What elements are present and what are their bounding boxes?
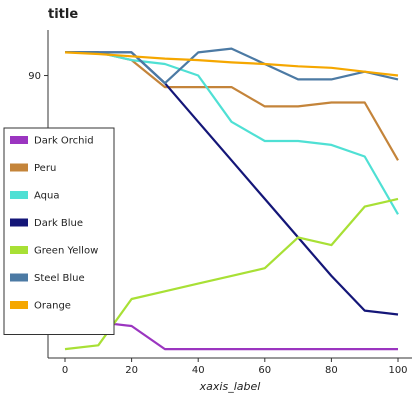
series-line-aqua bbox=[65, 51, 399, 215]
series-line-steel-blue bbox=[65, 47, 399, 85]
legend-label-orange: Orange bbox=[34, 301, 71, 312]
legend-swatch-dark-orchid bbox=[10, 136, 28, 144]
legend-swatch-dark-blue bbox=[10, 218, 28, 227]
legend-swatch-steel-blue bbox=[10, 273, 28, 282]
legend-swatch-orange bbox=[10, 301, 28, 309]
series-line-peru bbox=[65, 51, 399, 161]
legend-swatch-peru bbox=[10, 163, 28, 172]
series-line-dark-orchid bbox=[64, 321, 398, 351]
legend-box bbox=[3, 127, 115, 335]
series-line-orange bbox=[64, 51, 399, 77]
x-tick-label: 60 bbox=[258, 365, 271, 376]
legend-label-dark-orchid: Dark Orchid bbox=[34, 136, 94, 147]
chart-title: title bbox=[48, 7, 78, 22]
x-axis-title: xaxis_label bbox=[199, 380, 261, 393]
legend-label-green-yellow: Green Yellow bbox=[34, 246, 98, 257]
series-line-green-yellow bbox=[64, 197, 399, 351]
legend-label-peru: Peru bbox=[34, 163, 56, 174]
x-tick-label: 80 bbox=[325, 365, 338, 376]
y-tick-label: 90 bbox=[28, 71, 41, 82]
legend-swatch-aqua bbox=[10, 191, 28, 199]
legend-label-steel-blue: Steel Blue bbox=[34, 273, 85, 284]
x-tick-label: 100 bbox=[388, 365, 407, 376]
legend-label-dark-blue: Dark Blue bbox=[34, 218, 83, 229]
legend-swatch-green-yellow bbox=[10, 246, 28, 254]
x-tick-label: 0 bbox=[62, 365, 68, 376]
x-tick-label: 20 bbox=[125, 365, 138, 376]
x-tick-label: 40 bbox=[192, 365, 205, 376]
legend-label-aqua: Aqua bbox=[34, 191, 59, 202]
